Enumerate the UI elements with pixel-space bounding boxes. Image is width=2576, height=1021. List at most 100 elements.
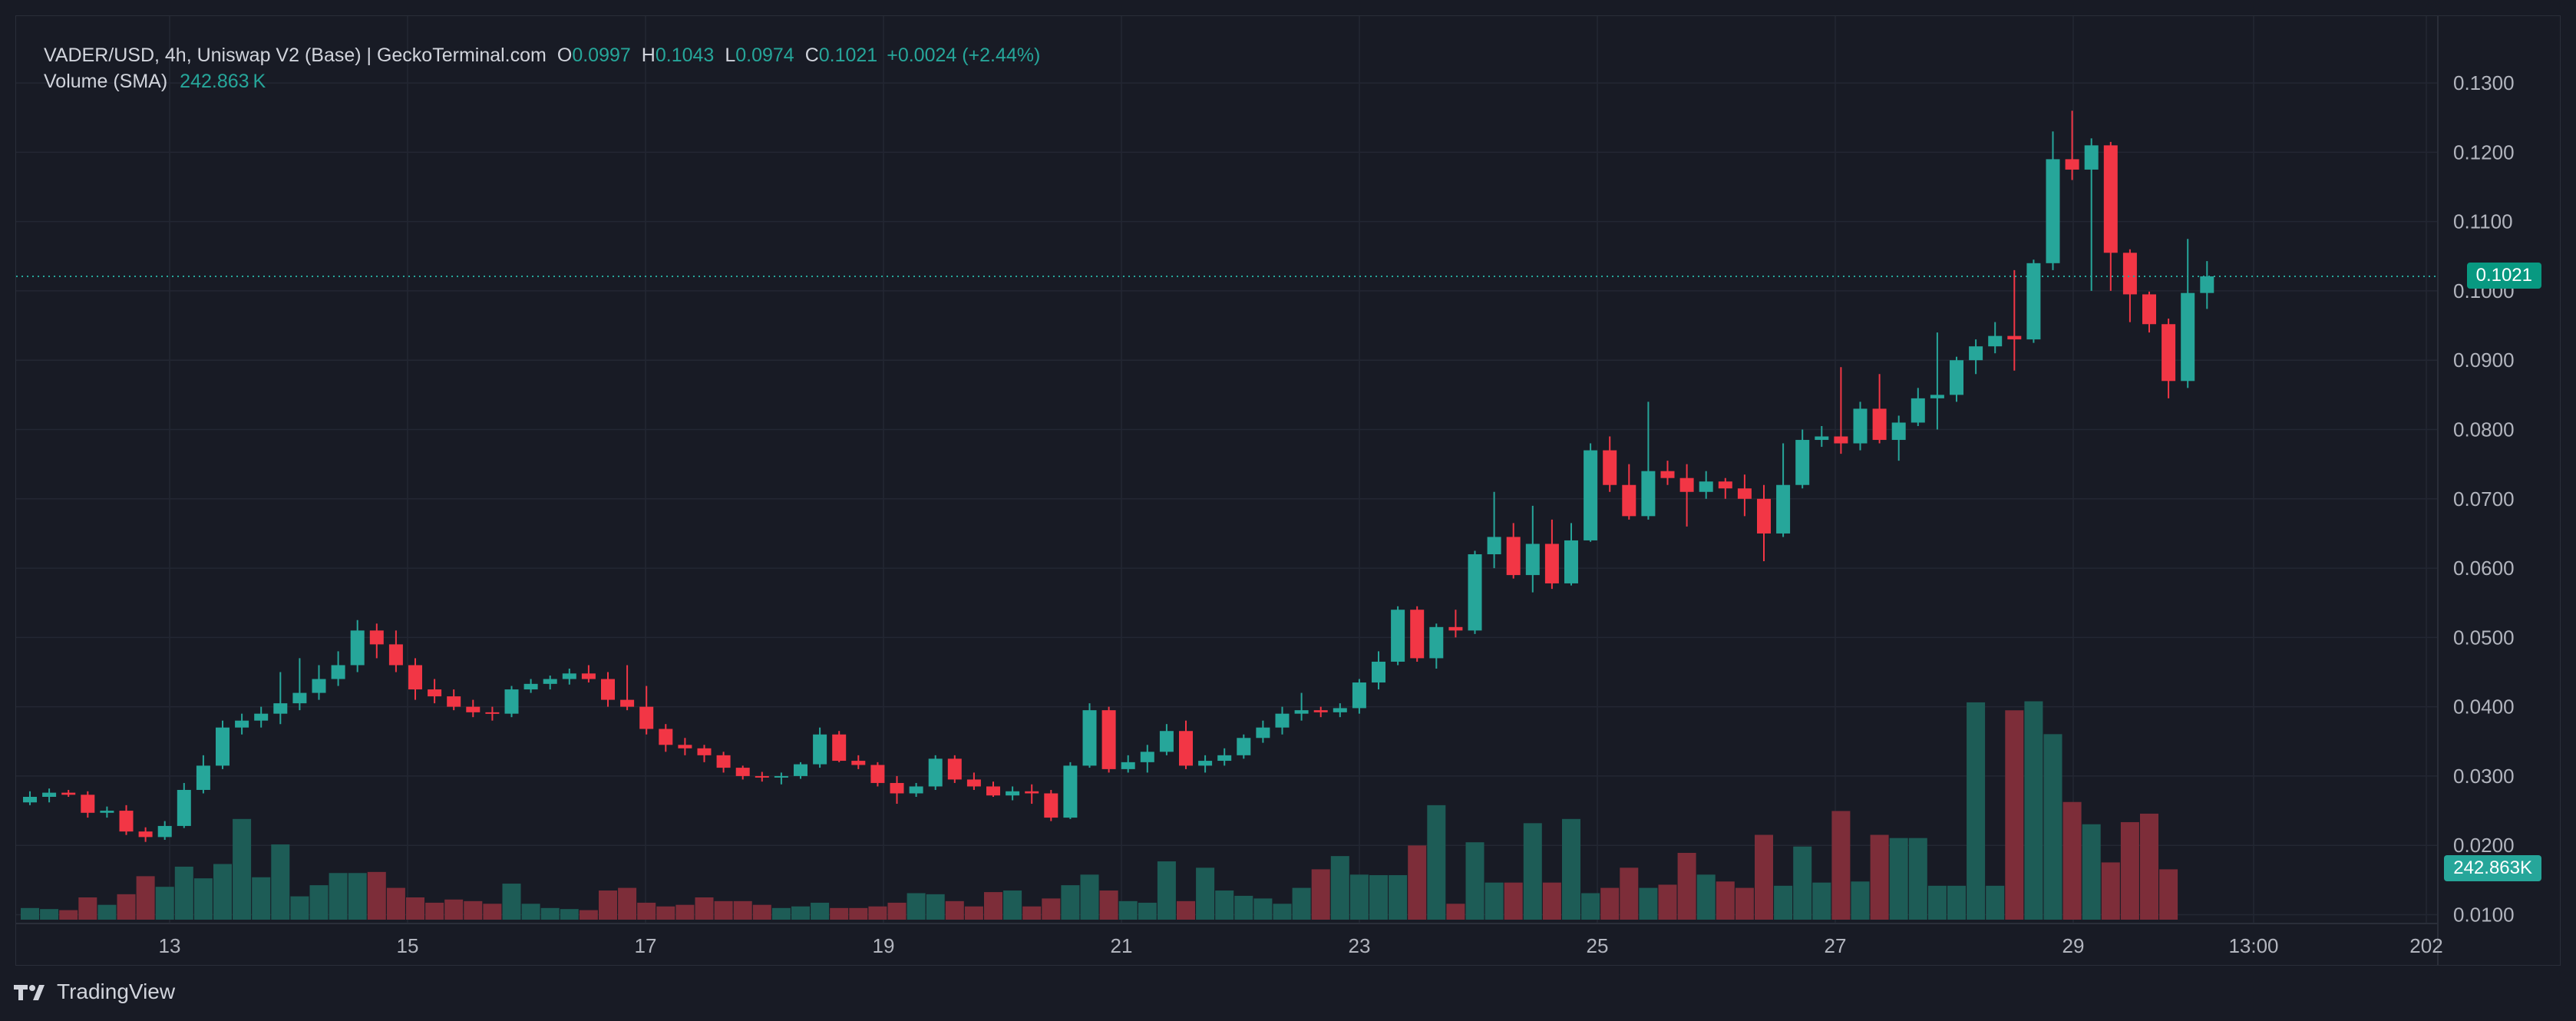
candle-body xyxy=(1584,450,1598,540)
candle xyxy=(2065,111,2079,180)
candle xyxy=(832,731,847,762)
volume-bar xyxy=(117,894,136,920)
candle-body xyxy=(273,703,288,714)
candle xyxy=(1313,706,1328,718)
price-tick-label: 0.0400 xyxy=(2453,696,2515,719)
candle xyxy=(2084,138,2099,291)
candle-body xyxy=(1679,477,1694,492)
time-tick-label: 13:00 xyxy=(2228,934,2278,957)
candle xyxy=(1044,789,1058,821)
candle xyxy=(697,745,712,762)
chart-frame[interactable]: 0.1300 0.1200 0.1100 0.1000 0.0900 0.0800 0.07… xyxy=(15,15,2561,966)
volume-bar xyxy=(174,866,193,920)
price-tick-label: 0.0600 xyxy=(2453,557,2515,580)
candle xyxy=(1660,461,1675,485)
volume-bar xyxy=(1831,811,1851,920)
candle xyxy=(735,765,750,780)
volume-bar xyxy=(907,893,926,920)
candle xyxy=(1217,748,1232,766)
candle-body xyxy=(1044,793,1058,818)
volume-bar xyxy=(1177,900,1195,920)
candle-body xyxy=(659,729,673,745)
candle-body xyxy=(23,797,37,803)
candle xyxy=(1564,523,1578,586)
volume-bar xyxy=(97,904,117,920)
candle-body xyxy=(1506,537,1521,576)
volume-bar xyxy=(926,894,945,920)
volume-bar xyxy=(155,887,174,920)
volume-bar xyxy=(1600,887,1620,920)
volume-bar xyxy=(1022,906,1042,920)
candle xyxy=(620,665,635,711)
candles xyxy=(23,111,2214,842)
volume-bar xyxy=(78,897,97,920)
candle-body xyxy=(1718,481,1732,489)
volume-bar xyxy=(1793,846,1812,920)
candle xyxy=(273,672,288,725)
volume-bar xyxy=(483,904,502,920)
high-label: H xyxy=(641,45,656,66)
last-volume-badge: 242.863K xyxy=(2444,855,2541,882)
candle xyxy=(235,713,249,735)
candle xyxy=(1391,606,1405,666)
candle xyxy=(678,738,692,755)
candle-body xyxy=(1853,408,1868,444)
time-tick-label: 17 xyxy=(635,934,657,957)
candle-body xyxy=(1448,626,1463,631)
candle-body xyxy=(697,748,712,755)
candle-body xyxy=(562,673,576,679)
volume-bar xyxy=(771,907,791,920)
candle-body xyxy=(620,699,635,707)
candle-body xyxy=(2084,145,2099,170)
candle-body xyxy=(1025,791,1039,794)
candle xyxy=(1969,339,1983,375)
volume-bar xyxy=(1658,884,1677,920)
candlestick-chart[interactable]: 0.13000.12000.11000.10000.09000.08000.07… xyxy=(16,16,2561,966)
candle xyxy=(986,781,1000,798)
price-tick-label: 0.0100 xyxy=(2453,903,2515,926)
volume-bar xyxy=(213,864,232,920)
candle-body xyxy=(928,758,943,787)
volume-bar xyxy=(656,906,675,920)
candle-body xyxy=(138,831,153,838)
candle-body xyxy=(119,811,134,832)
volume-bar xyxy=(1389,875,1408,920)
volume-bar xyxy=(599,890,617,920)
candle-body xyxy=(1603,450,1617,485)
time-tick-label: 202 xyxy=(2409,934,2442,957)
candle-body xyxy=(1757,498,1771,534)
candle xyxy=(947,755,962,783)
volume-bar xyxy=(1042,898,1061,920)
candle xyxy=(813,727,827,768)
tradingview-logo[interactable]: TradingView xyxy=(14,980,175,1004)
candle-body xyxy=(794,764,807,776)
candle xyxy=(504,686,519,718)
volume-bar xyxy=(2159,869,2178,920)
candle-body xyxy=(485,712,500,714)
volume-bar xyxy=(1311,869,1330,920)
volume-bar xyxy=(136,876,155,920)
candle xyxy=(1834,367,1848,454)
candle xyxy=(909,782,923,798)
candle-body xyxy=(1256,727,1270,738)
candle xyxy=(1121,755,1135,773)
volume-bar xyxy=(791,906,810,920)
candle-body xyxy=(254,713,269,721)
time-tick-label: 23 xyxy=(1349,934,1371,957)
volume-bar xyxy=(1349,874,1369,920)
candle xyxy=(1448,610,1463,638)
candle xyxy=(1275,706,1290,735)
price-tick-label: 0.1200 xyxy=(2453,140,2515,164)
volume-bar xyxy=(406,897,424,920)
candle xyxy=(1159,724,1174,755)
candle xyxy=(1198,755,1213,773)
candle-body xyxy=(639,706,654,729)
candle-body xyxy=(832,734,847,762)
candle xyxy=(485,706,500,721)
volume-bar xyxy=(1870,834,1889,920)
volume-bar xyxy=(984,892,1002,920)
time-tick-label: 15 xyxy=(397,934,419,957)
volume-bar xyxy=(1003,890,1022,920)
candle-body xyxy=(2007,335,2022,340)
volume-bar xyxy=(1292,887,1311,920)
